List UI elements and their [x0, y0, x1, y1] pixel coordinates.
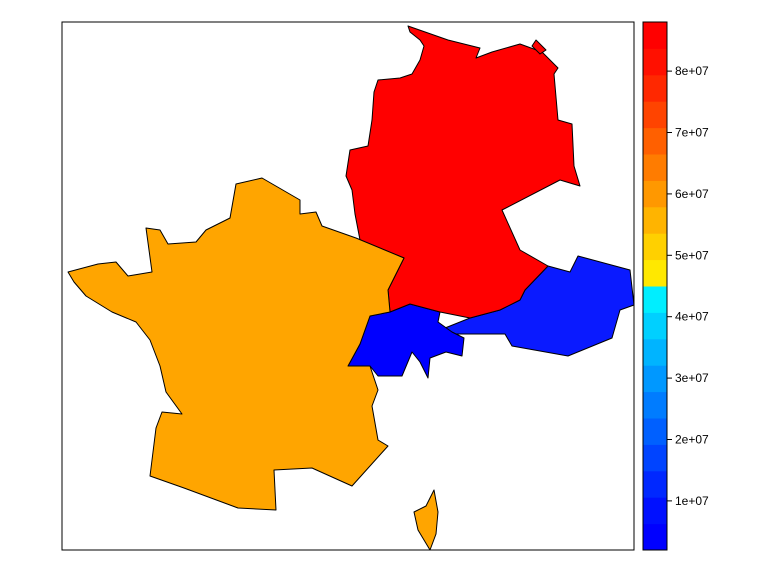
legend-tick-label: 5e+07 — [675, 248, 709, 262]
legend-swatch — [643, 22, 667, 49]
legend-tick-label: 2e+07 — [675, 432, 709, 446]
legend-tick-label: 1e+07 — [675, 494, 709, 508]
region-france — [67, 177, 405, 511]
legend-swatch — [643, 497, 667, 525]
legend-swatch — [643, 74, 667, 102]
map-panel — [61, 21, 635, 551]
legend-swatch — [643, 101, 667, 129]
legend-tick-label: 4e+07 — [675, 310, 709, 324]
legend-swatch — [643, 286, 667, 313]
legend-swatch — [643, 418, 667, 445]
legend-swatch — [643, 180, 667, 208]
legend-swatch — [643, 48, 667, 76]
legend-swatch — [643, 206, 667, 234]
legend-swatch — [643, 470, 667, 498]
region-germany-detail — [531, 39, 547, 55]
color-legend-frame — [642, 21, 668, 551]
legend-tick-label: 3e+07 — [675, 371, 709, 385]
legend-swatch — [643, 127, 667, 155]
region-france-corsica — [413, 489, 439, 551]
legend-swatch — [643, 233, 667, 261]
legend-swatch — [643, 365, 667, 393]
legend-tick-label: 7e+07 — [675, 126, 709, 140]
legend-tick-label: 6e+07 — [675, 187, 709, 201]
color-legend-ticks: 1e+07 2e+07 3e+07 4e+07 5e+07 6e+07 7e+07 8e+07 — [667, 64, 709, 508]
legend-swatch — [643, 259, 667, 287]
region-germany — [345, 25, 581, 319]
legend-tick-label: 8e+07 — [675, 64, 709, 78]
legend-swatch — [643, 312, 667, 340]
legend-swatch — [643, 391, 667, 419]
legend-swatch — [643, 154, 667, 181]
legend-swatch — [643, 523, 667, 551]
color-legend — [643, 22, 667, 551]
legend-swatch — [643, 444, 667, 472]
legend-swatch — [643, 338, 667, 366]
